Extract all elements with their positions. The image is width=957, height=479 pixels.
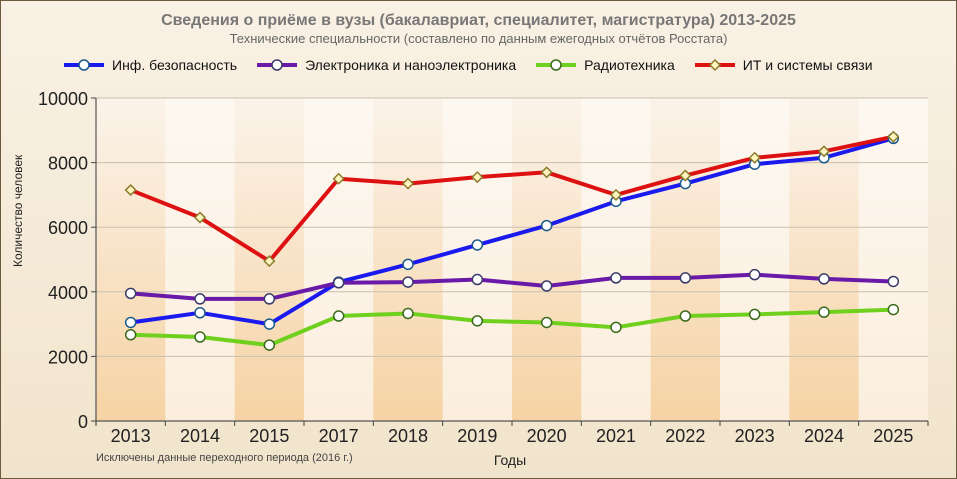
data-point [888, 305, 898, 315]
plot-band [96, 98, 165, 421]
data-point [750, 270, 760, 280]
data-point [680, 273, 690, 283]
data-point [195, 308, 205, 318]
data-point [472, 316, 482, 326]
x-tick-label: 2013 [111, 426, 151, 446]
data-point [472, 275, 482, 285]
data-point [126, 330, 136, 340]
data-point [195, 294, 205, 304]
data-point [264, 294, 274, 304]
y-axis-label: Количество человек [11, 155, 25, 267]
x-tick-label: 2018 [388, 426, 428, 446]
data-point [819, 274, 829, 284]
data-point [126, 288, 136, 298]
footnote: Исключены данные переходного периода (20… [96, 452, 353, 464]
y-tick-label: 4000 [48, 283, 88, 303]
y-tick-label: 10000 [38, 89, 88, 109]
x-tick-label: 2025 [873, 426, 913, 446]
plot-band [443, 98, 512, 421]
data-point [472, 240, 482, 250]
plot-band [581, 98, 650, 421]
data-point [403, 308, 413, 318]
data-point [195, 332, 205, 342]
x-tick-label: 2022 [665, 426, 705, 446]
data-point [888, 276, 898, 286]
data-point [334, 311, 344, 321]
data-point [611, 322, 621, 332]
plot-band [512, 98, 581, 421]
data-point [334, 278, 344, 288]
data-point [542, 317, 552, 327]
plot-band [304, 98, 373, 421]
x-tick-label: 2021 [596, 426, 636, 446]
plot-band [720, 98, 789, 421]
x-tick-label: 2023 [735, 426, 775, 446]
data-point [403, 277, 413, 287]
data-point [403, 259, 413, 269]
x-axis-label: Годы [470, 452, 550, 468]
data-point [542, 281, 552, 291]
y-tick-label: 6000 [48, 218, 88, 238]
data-point [542, 221, 552, 231]
x-tick-label: 2020 [527, 426, 567, 446]
x-tick-label: 2014 [180, 426, 220, 446]
data-point [680, 311, 690, 321]
plot-band [165, 98, 234, 421]
data-point [611, 273, 621, 283]
data-point [819, 307, 829, 317]
x-tick-label: 2024 [804, 426, 844, 446]
data-point [750, 309, 760, 319]
x-tick-label: 2017 [319, 426, 359, 446]
y-tick-label: 2000 [48, 347, 88, 367]
plot-band [651, 98, 720, 421]
y-tick-label: 0 [78, 412, 88, 432]
x-tick-label: 2015 [249, 426, 289, 446]
x-tick-label: 2019 [457, 426, 497, 446]
data-point [264, 319, 274, 329]
data-point [264, 340, 274, 350]
data-point [126, 317, 136, 327]
y-tick-label: 8000 [48, 154, 88, 174]
